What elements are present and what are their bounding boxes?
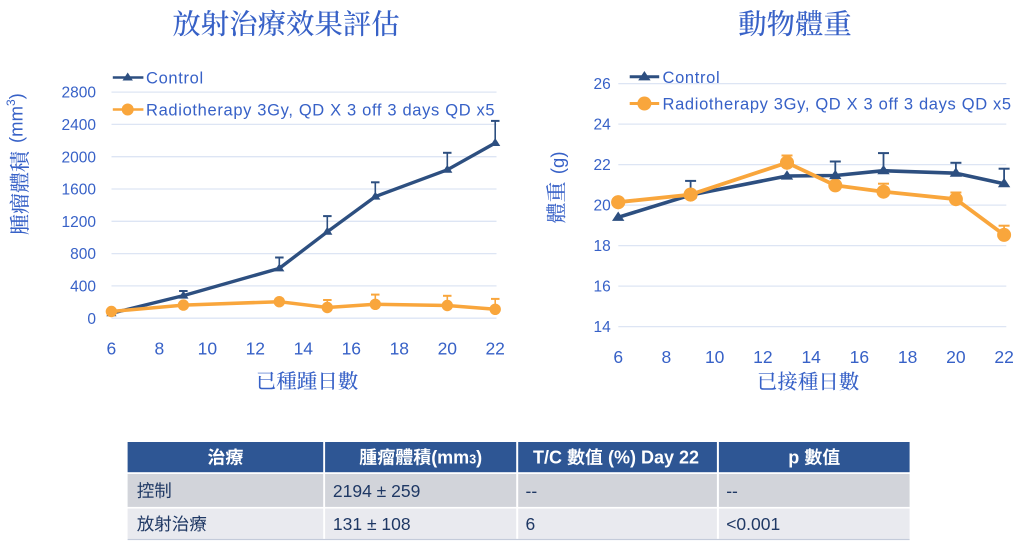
svg-text:18: 18 (390, 339, 409, 359)
svg-text:10: 10 (198, 339, 218, 359)
svg-text:14: 14 (594, 319, 612, 336)
svg-text:0: 0 (87, 311, 96, 328)
svg-text:22: 22 (994, 347, 1013, 367)
svg-text:22: 22 (485, 339, 504, 359)
svg-text:8: 8 (155, 339, 165, 359)
svg-text:(mm3): (mm3) (431, 448, 482, 468)
svg-text:Control: Control (146, 70, 204, 88)
svg-text:16: 16 (342, 339, 361, 359)
svg-text:Radiotherapy 3Gy, QD X 3 off 3: Radiotherapy 3Gy, QD X 3 off 3 days QD x… (663, 96, 1012, 114)
svg-text:16: 16 (850, 347, 869, 367)
svg-text:14: 14 (294, 339, 314, 359)
svg-text:2000: 2000 (62, 149, 97, 166)
svg-text:20: 20 (946, 347, 966, 367)
svg-text:Radiotherapy 3Gy, QD X 3 off 3: Radiotherapy 3Gy, QD X 3 off 3 days QD x… (146, 102, 495, 120)
svg-text:--: -- (726, 481, 738, 501)
svg-text:6: 6 (526, 514, 536, 534)
svg-text:p: p (788, 448, 799, 468)
svg-text:--: -- (526, 481, 538, 501)
svg-text:Control: Control (663, 69, 721, 87)
svg-text:18: 18 (898, 347, 917, 367)
svg-text:400: 400 (70, 279, 96, 296)
svg-text:12: 12 (753, 347, 772, 367)
svg-text:12: 12 (246, 339, 265, 359)
svg-text:(g): (g) (547, 151, 568, 174)
svg-text:(%) Day 22: (%) Day 22 (608, 448, 699, 468)
svg-text:800: 800 (70, 246, 96, 263)
svg-text:26: 26 (594, 76, 611, 93)
svg-text:8: 8 (662, 347, 672, 367)
svg-text:6: 6 (107, 339, 117, 359)
svg-text:2800: 2800 (62, 85, 97, 102)
svg-text:2400: 2400 (62, 117, 97, 134)
svg-text:T/C: T/C (533, 448, 562, 468)
svg-text:1600: 1600 (62, 182, 97, 199)
svg-text:18: 18 (594, 238, 611, 255)
svg-text:2194 ± 259: 2194 ± 259 (333, 481, 420, 501)
svg-text:20: 20 (594, 198, 612, 215)
svg-text:22: 22 (594, 157, 611, 174)
svg-text:20: 20 (438, 339, 458, 359)
svg-text:131 ± 108: 131 ± 108 (333, 514, 411, 534)
svg-text:<0.001: <0.001 (726, 514, 780, 534)
svg-text:14: 14 (801, 347, 821, 367)
svg-text:24: 24 (594, 117, 612, 134)
svg-text:1200: 1200 (62, 214, 97, 231)
svg-text:10: 10 (705, 347, 725, 367)
svg-text:16: 16 (594, 279, 611, 296)
svg-text:6: 6 (613, 347, 623, 367)
